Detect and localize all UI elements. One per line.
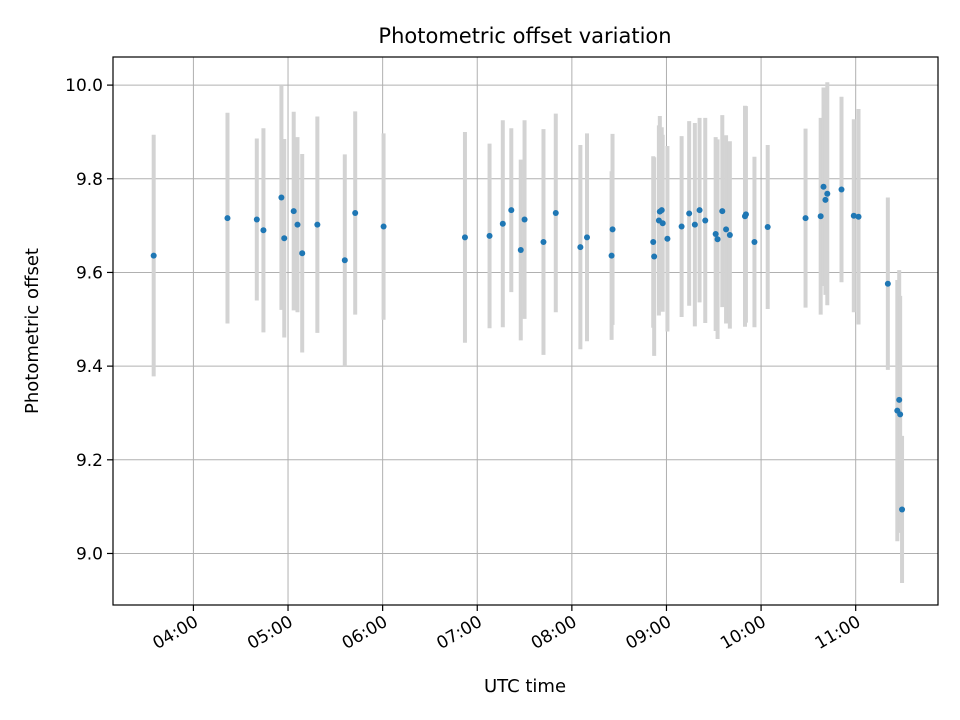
data-point [540, 239, 547, 246]
data-point [278, 194, 285, 201]
data-point [651, 253, 658, 260]
data-point [678, 223, 685, 230]
y-axis-ticks: 9.0 9.2 9.4 9.6 9.8 10.0 [65, 76, 113, 564]
data-point [150, 252, 157, 259]
data-point [461, 234, 468, 241]
data-point [850, 212, 857, 219]
data-point [822, 196, 829, 203]
data-point [824, 190, 831, 197]
x-axis-label: UTC time [484, 676, 566, 697]
y-tick-label: 9.2 [76, 451, 103, 471]
data-point [294, 221, 301, 228]
data-point [686, 210, 693, 217]
data-point [897, 411, 904, 418]
data-point [281, 235, 288, 242]
data-point [577, 244, 584, 251]
data-points [150, 183, 906, 513]
data-point [314, 221, 321, 228]
data-point [838, 186, 845, 193]
data-point [751, 239, 758, 246]
chart-title: Photometric offset variation [378, 24, 671, 48]
data-point [855, 213, 862, 220]
data-point [726, 231, 733, 238]
data-point [608, 252, 615, 259]
data-point [696, 207, 703, 214]
data-point [609, 226, 616, 233]
data-point [352, 209, 359, 216]
y-tick-label: 9.0 [76, 544, 103, 564]
data-point [253, 216, 260, 223]
plot-frame [112, 56, 939, 606]
data-point [341, 257, 348, 264]
data-point [499, 220, 506, 227]
data-point [224, 215, 231, 222]
y-tick-label: 10.0 [65, 76, 103, 96]
data-point [290, 208, 297, 215]
data-point [517, 246, 524, 253]
y-axis-label: Photometric offset [22, 248, 43, 414]
y-tick-label: 9.8 [76, 170, 103, 190]
y-tick-label: 9.6 [76, 263, 103, 283]
data-point [508, 207, 515, 214]
data-point [764, 224, 771, 231]
data-point [899, 506, 906, 513]
data-point [896, 396, 903, 403]
data-point [552, 209, 559, 216]
data-point [817, 213, 824, 220]
data-point [260, 227, 267, 234]
data-point [884, 280, 891, 287]
data-point [583, 234, 590, 241]
data-point [664, 235, 671, 242]
data-point [742, 211, 749, 218]
data-point [691, 221, 698, 228]
data-point [719, 208, 726, 215]
data-point [714, 236, 721, 243]
data-point [723, 226, 730, 233]
data-point [650, 239, 657, 246]
data-point [802, 215, 809, 222]
data-point [380, 223, 387, 230]
data-point [486, 232, 493, 239]
data-point [702, 217, 709, 224]
data-point [299, 250, 306, 257]
data-point [712, 231, 719, 238]
y-tick-label: 9.4 [76, 357, 103, 377]
data-point [659, 220, 666, 227]
data-point [521, 216, 528, 223]
data-point [658, 207, 665, 214]
data-point [820, 183, 827, 190]
